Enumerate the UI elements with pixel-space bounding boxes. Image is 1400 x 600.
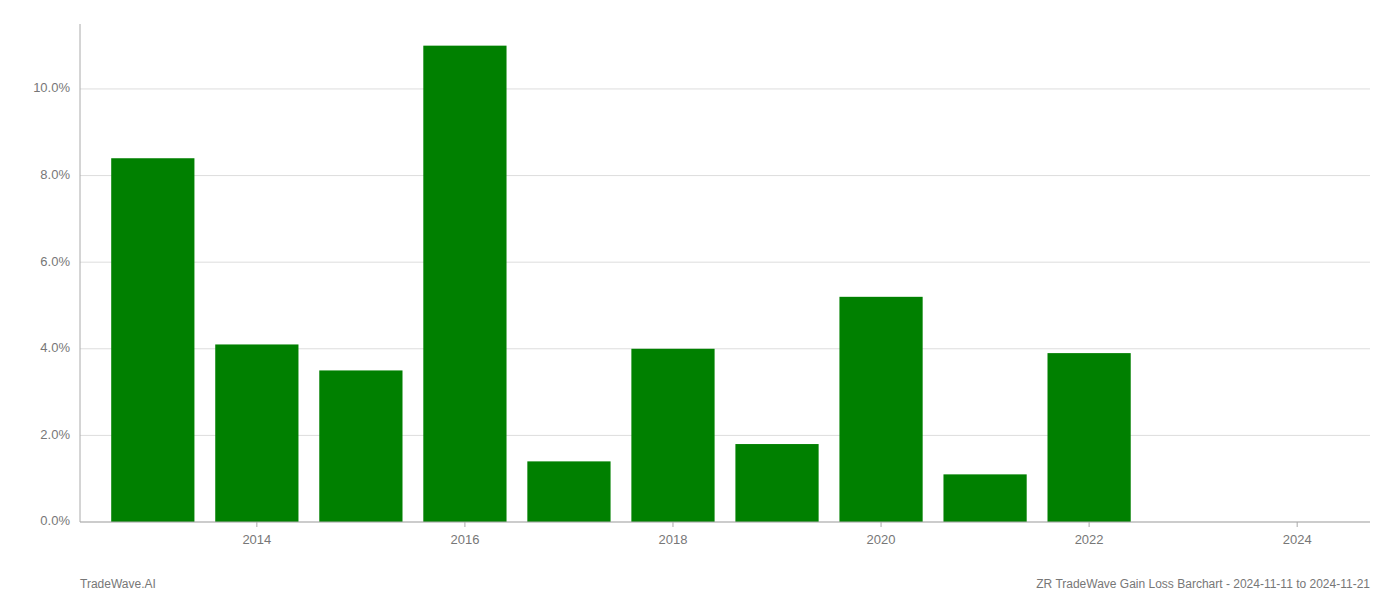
x-tick [464,522,465,527]
footer-text: TradeWave.AI [80,577,156,591]
y-tick-label: 8.0% [40,167,70,182]
bar [111,158,194,522]
x-tick-label: 2022 [1075,532,1104,547]
bar [319,370,402,522]
y-tick-label: 4.0% [40,340,70,355]
chart: 0.0% 2.0% 4.0% 6.0% 8.0% 10.0% 2014 2016 2018 202… [0,0,1400,600]
grid [80,89,1370,522]
grid-line [80,88,1370,89]
bar [423,46,506,522]
bar [735,444,818,522]
bars [111,46,1131,522]
x-tick [1297,522,1298,527]
x-tick-label: 2020 [867,532,896,547]
bar [527,461,610,522]
grid-line [80,522,1370,523]
y-tick-label: 2.0% [40,427,70,442]
grid-line [80,262,1370,263]
x-tick [256,522,257,527]
footer-text: ZR TradeWave Gain Loss Barchart - 2024-1… [1036,577,1370,591]
bar [839,297,922,522]
y-tick-label: 10.0% [33,80,70,95]
grid-line [80,175,1370,176]
bar [631,349,714,522]
x-tick [881,522,882,527]
x-axis-line [80,522,1370,523]
bar [215,344,298,522]
x-tick [672,522,673,527]
y-tick-label: 0.0% [40,513,70,528]
bar [1048,353,1131,522]
x-tick-label: 2014 [242,532,271,547]
x-tick-label: 2024 [1283,532,1312,547]
x-tick [1089,522,1090,527]
y-axis-line [80,24,81,522]
x-tick-label: 2018 [659,532,688,547]
x-tick-label: 2016 [450,532,479,547]
y-tick-label: 6.0% [40,254,70,269]
bar [943,474,1026,522]
